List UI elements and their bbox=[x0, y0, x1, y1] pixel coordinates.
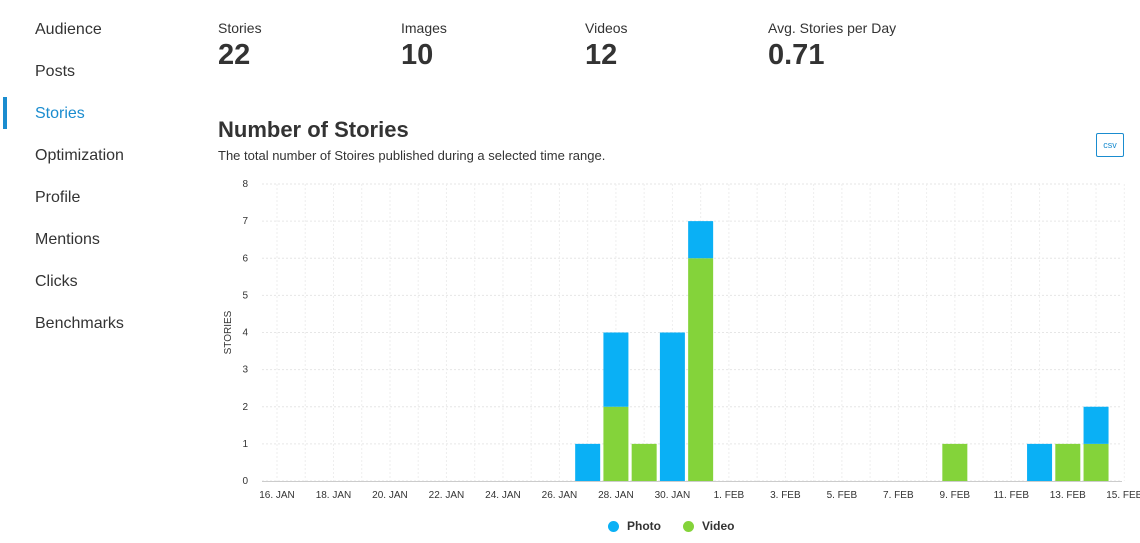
stat-videos: Videos 12 bbox=[585, 19, 628, 72]
legend-item-video[interactable]: Video bbox=[683, 518, 734, 534]
x-tick-label: 3. FEB bbox=[770, 490, 801, 501]
y-tick-label: 7 bbox=[242, 216, 248, 227]
stat-label: Avg. Stories per Day bbox=[768, 20, 897, 36]
legend-dot-photo bbox=[608, 520, 619, 532]
stat-value: 0.71 bbox=[768, 39, 825, 71]
stat-value: 22 bbox=[218, 39, 251, 71]
x-tick-label: 9. FEB bbox=[940, 490, 971, 501]
bar-photo bbox=[575, 443, 601, 481]
csv-export-button[interactable]: csv bbox=[1096, 133, 1124, 157]
sidebar-item-audience[interactable]: Audience bbox=[35, 21, 102, 38]
y-tick-label: 2 bbox=[242, 402, 248, 413]
stat-value: 12 bbox=[585, 39, 618, 71]
chart-legend: Photo Video bbox=[0, 518, 1140, 534]
x-tick-label: 11. FEB bbox=[994, 490, 1030, 501]
x-tick-label: 7. FEB bbox=[883, 490, 914, 501]
x-tick-label: 16. JAN bbox=[259, 490, 295, 501]
bar-photo bbox=[603, 332, 629, 407]
x-tick-label: 30. JAN bbox=[655, 490, 691, 501]
legend-dot-video bbox=[683, 520, 694, 532]
stat-label: Images bbox=[401, 20, 447, 36]
x-tick-label: 26. JAN bbox=[542, 490, 578, 501]
x-tick-label: 24. JAN bbox=[485, 490, 521, 501]
x-tick-label: 28. JAN bbox=[598, 490, 634, 501]
x-tick-label: 15. FEB bbox=[1106, 490, 1140, 501]
sidebar-item-posts[interactable]: Posts bbox=[35, 63, 76, 80]
bar-video bbox=[631, 443, 657, 481]
bar-video bbox=[942, 443, 968, 481]
y-tick-label: 0 bbox=[242, 476, 248, 487]
bar-photo bbox=[659, 332, 685, 481]
bar-video bbox=[1083, 443, 1109, 481]
sidebar-item-profile[interactable]: Profile bbox=[35, 189, 81, 206]
y-tick-label: 6 bbox=[242, 253, 248, 264]
y-tick-label: 4 bbox=[242, 328, 248, 339]
stat-avg-stories-per-day: Avg. Stories per Day 0.71 bbox=[768, 19, 896, 72]
active-nav-indicator bbox=[3, 97, 7, 129]
chart-subtitle: The total number of Stoires published du… bbox=[218, 148, 606, 163]
bar-photo bbox=[688, 221, 714, 259]
x-tick-label: 22. JAN bbox=[429, 490, 465, 501]
bar-photo bbox=[1083, 406, 1109, 444]
sidebar-nav: Audience Posts Stories Optimization Prof… bbox=[0, 0, 200, 543]
sidebar-item-benchmarks[interactable]: Benchmarks bbox=[35, 315, 124, 332]
stat-images: Images 10 bbox=[401, 19, 447, 72]
y-tick-label: 3 bbox=[242, 365, 248, 376]
x-tick-label: 13. FEB bbox=[1050, 490, 1086, 501]
x-tick-label: 18. JAN bbox=[316, 490, 352, 501]
bar-photo bbox=[1027, 443, 1053, 481]
stat-label: Stories bbox=[218, 20, 262, 36]
legend-label: Video bbox=[702, 519, 735, 533]
chart-title: Number of Stories bbox=[218, 117, 409, 142]
y-axis-title: STORIES bbox=[223, 310, 234, 354]
stat-value: 10 bbox=[401, 39, 434, 71]
bar-video bbox=[1055, 443, 1081, 481]
legend-label: Photo bbox=[627, 519, 661, 533]
sidebar-item-optimization[interactable]: Optimization bbox=[35, 147, 124, 164]
stat-stories: Stories 22 bbox=[218, 19, 262, 72]
x-tick-label: 1. FEB bbox=[714, 490, 745, 501]
x-tick-label: 20. JAN bbox=[372, 490, 408, 501]
legend-item-photo[interactable]: Photo bbox=[608, 518, 661, 534]
y-tick-label: 8 bbox=[242, 179, 248, 190]
x-tick-label: 5. FEB bbox=[827, 490, 858, 501]
y-tick-label: 1 bbox=[242, 439, 248, 450]
y-tick-label: 5 bbox=[242, 290, 248, 301]
sidebar-item-clicks[interactable]: Clicks bbox=[35, 273, 78, 290]
sidebar-item-stories[interactable]: Stories bbox=[35, 105, 85, 122]
bar-video bbox=[688, 258, 714, 481]
bar-video bbox=[603, 406, 629, 481]
stat-label: Videos bbox=[585, 20, 628, 36]
sidebar-item-mentions[interactable]: Mentions bbox=[35, 231, 100, 248]
